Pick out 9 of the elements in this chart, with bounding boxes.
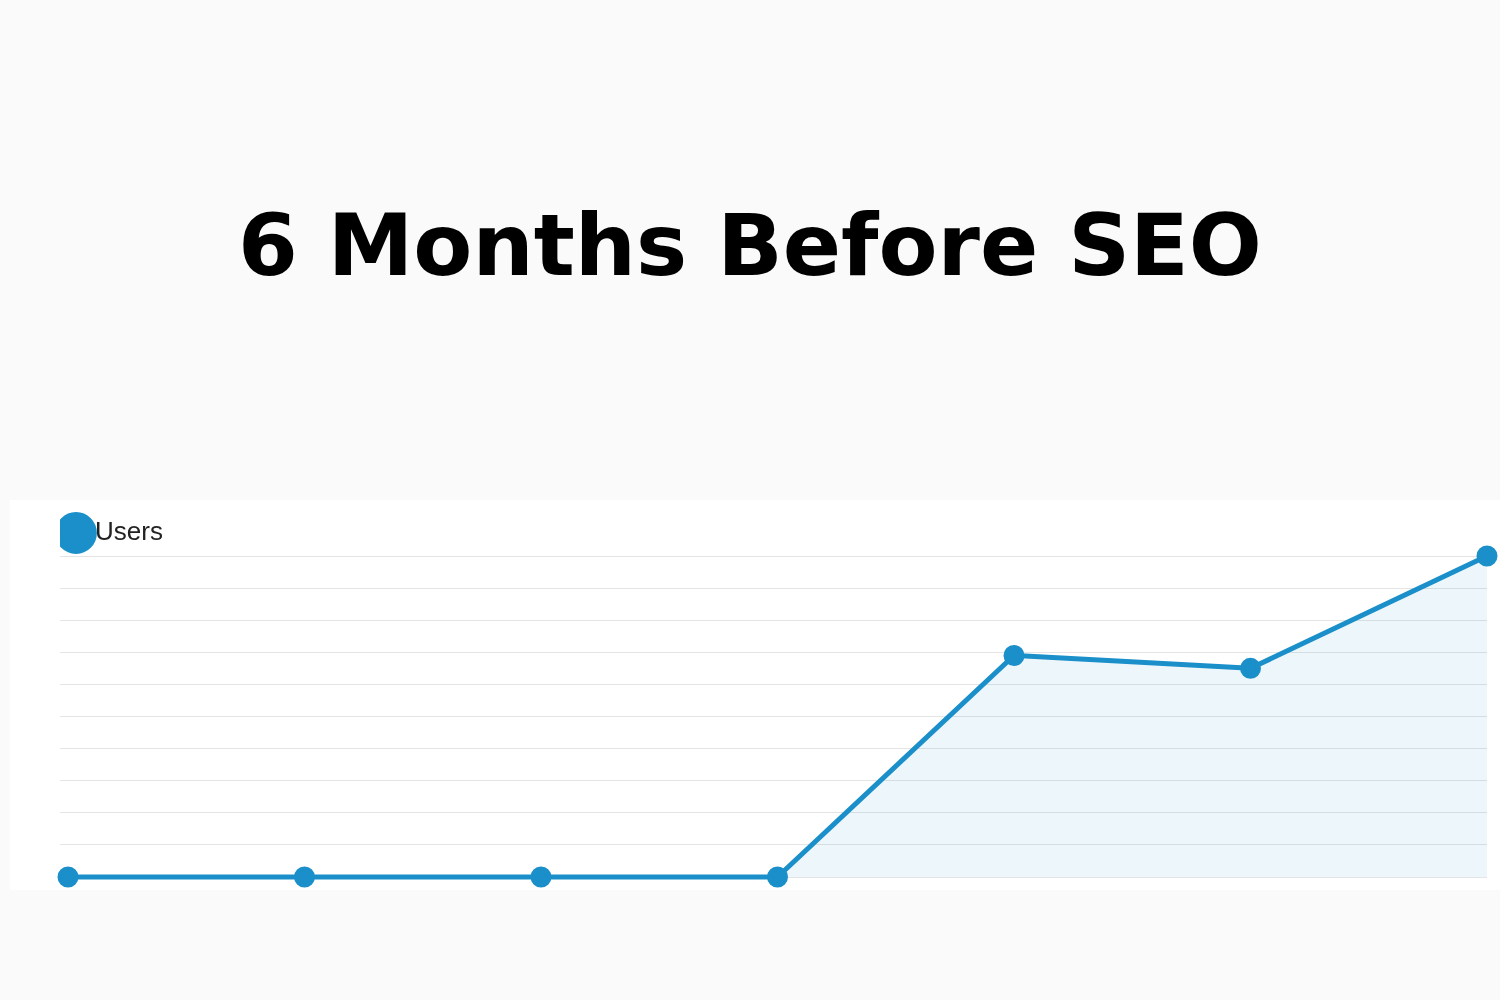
point (530, 866, 552, 888)
point (294, 866, 315, 888)
point (1240, 657, 1261, 679)
point (1476, 545, 1498, 567)
legend-label: Users (95, 516, 163, 547)
point (1003, 645, 1025, 667)
point (57, 866, 79, 888)
chart-title: 6 Months Before SEO (237, 195, 1263, 295)
point (767, 866, 788, 888)
